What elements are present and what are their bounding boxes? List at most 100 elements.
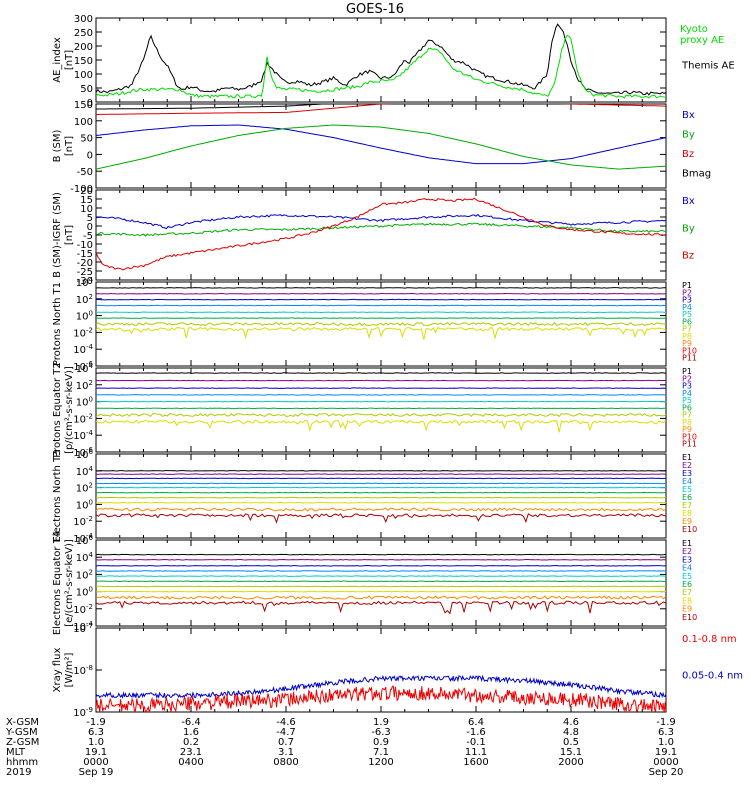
y-axis-label: Protons North T1 <box>52 282 63 366</box>
legend-p11: P11 <box>682 440 697 449</box>
series-line-by <box>96 124 666 170</box>
y-tick-label: 10-4 <box>73 620 93 633</box>
legend-e6: E6 <box>682 493 692 502</box>
y-tick-label: 10-2 <box>73 515 93 528</box>
legend-label: Kyoto <box>680 24 708 35</box>
y-tick-label: 250 <box>74 28 93 39</box>
y-tick-label: 0 <box>87 222 93 233</box>
xaxis-value: -6.4 <box>181 717 201 728</box>
xaxis-value: -0.1 <box>466 737 486 748</box>
legend-label: Bmag <box>682 169 711 180</box>
legend-e4: E4 <box>682 564 692 573</box>
legend-p6: P6 <box>682 403 692 412</box>
legend-p10: P10 <box>682 346 697 355</box>
channel-line-e8 <box>96 590 666 593</box>
y-tick-label: -20 <box>77 258 93 269</box>
y-tick-label: 106 <box>76 534 94 547</box>
legend-e8: E8 <box>682 509 692 518</box>
y-tick-label: -10 <box>77 240 93 251</box>
legend-e10: E10 <box>682 613 697 622</box>
xaxis-value: 7.1 <box>373 747 389 758</box>
legend-label: 0.1-0.8 nm <box>682 634 737 645</box>
channel-line-e3 <box>96 564 666 567</box>
xaxis-value: 4.8 <box>563 727 579 738</box>
y-tick-label: 10-6 <box>73 446 93 459</box>
channel-line-e9 <box>96 595 666 600</box>
xaxis-row-label: MLT <box>6 747 26 758</box>
channel-line-e4 <box>96 482 666 485</box>
xaxis-value: 1600 <box>463 757 488 768</box>
xaxis-value: 3.1 <box>278 747 294 758</box>
legend-p7: P7 <box>682 411 692 420</box>
y-tick-label: 200 <box>74 42 93 53</box>
channel-line-p4 <box>96 394 666 396</box>
y-tick-label: 10-4 <box>73 532 93 545</box>
y-axis-unit: [nT] <box>64 50 75 70</box>
legend-p4: P4 <box>682 303 692 312</box>
y-tick-label: 10-2 <box>73 412 93 425</box>
xaxis-value: 1.9 <box>373 717 389 728</box>
xaxis-value: 6.3 <box>658 727 674 738</box>
channel-line-e10 <box>96 600 666 615</box>
legend-p7: P7 <box>682 325 692 334</box>
y-tick-label: -25 <box>77 267 93 278</box>
xaxis-row-label: Z-GSM <box>6 737 39 748</box>
panel-frame <box>95 189 667 281</box>
y-axis-unit: [W/m²] <box>64 652 75 687</box>
legend-p8: P8 <box>682 332 692 341</box>
y-tick-label: 10-8 <box>73 664 93 677</box>
panel-frame <box>95 103 667 189</box>
xaxis-value: 1.6 <box>183 727 199 738</box>
y-tick-label: 102 <box>76 293 93 306</box>
y-tick-label: 10-2 <box>73 326 93 339</box>
channel-line-e6 <box>96 491 666 494</box>
channel-line-p6 <box>96 317 666 319</box>
y-tick-label: 10 <box>80 204 93 215</box>
channel-line-e6 <box>96 580 666 583</box>
y-axis-label: AE_index <box>52 37 63 83</box>
series-line-themis-ae <box>96 23 666 96</box>
xaxis-value: 0.9 <box>373 737 389 748</box>
xaxis-row-label: X-GSM <box>6 717 39 728</box>
channel-line-p4 <box>96 304 666 307</box>
y-tick-label: 50 <box>80 84 93 95</box>
legend-e7: E7 <box>682 588 692 597</box>
legend-label: By <box>682 223 695 234</box>
legend-e2: E2 <box>682 547 692 556</box>
xaxis-value: 0.7 <box>278 737 294 748</box>
y-axis-label: B (SM) <box>52 129 63 162</box>
series-line-0.1-0.8-nm <box>96 685 666 712</box>
xaxis-value: Sep 19 <box>79 767 114 778</box>
legend-label: proxy AE <box>680 35 724 46</box>
legend-p10: P10 <box>682 432 697 441</box>
channel-line-p5 <box>96 311 666 314</box>
y-tick-label: 5 <box>87 213 93 224</box>
channel-line-e4 <box>96 570 666 572</box>
xaxis-value: -4.6 <box>276 717 296 728</box>
channel-line-e9 <box>96 507 666 512</box>
channel-line-p2 <box>96 292 666 295</box>
legend-label: Bx <box>682 110 695 121</box>
legend-e1: E1 <box>682 539 692 548</box>
legend-e6: E6 <box>682 580 692 589</box>
y-tick-label: 100 <box>74 70 93 81</box>
xaxis-value: 0400 <box>178 757 203 768</box>
y-axis-label: Electrons North T3 <box>52 449 63 542</box>
legend-label: Bx <box>682 196 695 207</box>
legend-e4: E4 <box>682 477 692 486</box>
legend-p9: P9 <box>682 339 692 348</box>
channel-line-p6 <box>96 407 666 410</box>
legend-label: Bz <box>682 149 694 160</box>
channel-line-p8 <box>96 419 666 433</box>
y-axis-unit: [e/(cm²-s-sr-keV)] <box>64 539 75 627</box>
legend-p1: P1 <box>682 367 692 376</box>
xaxis-value: 0.2 <box>183 737 199 748</box>
series-line-bz <box>96 104 666 115</box>
y-tick-label: 102 <box>76 482 93 495</box>
legend-e3: E3 <box>682 555 692 564</box>
xaxis-value: -1.9 <box>656 717 676 728</box>
channel-line-e10 <box>96 513 666 524</box>
channel-line-e8 <box>96 501 666 504</box>
legend-e5: E5 <box>682 572 692 581</box>
y-tick-label: 0 <box>87 98 93 109</box>
